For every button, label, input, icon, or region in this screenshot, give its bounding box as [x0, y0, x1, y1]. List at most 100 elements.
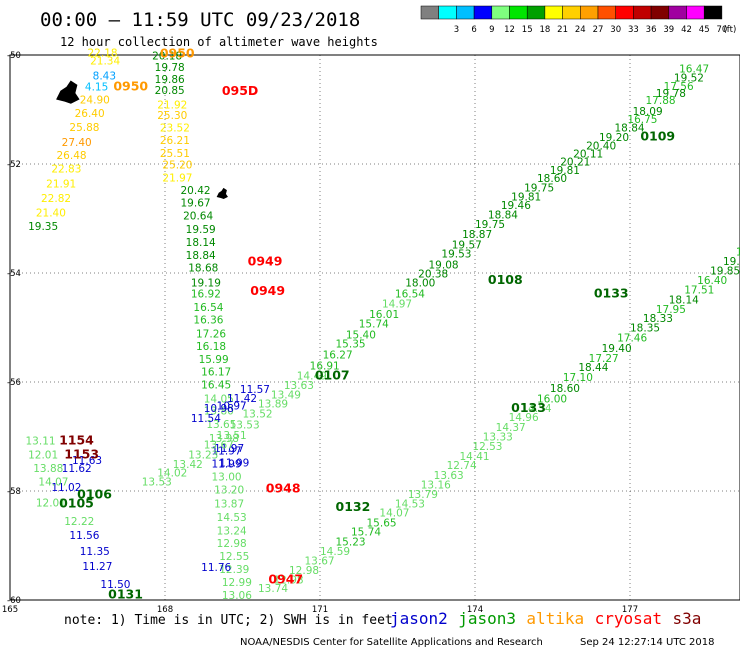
data-point-label: 19.40 — [602, 343, 632, 355]
data-point-label: 17.51 — [684, 285, 714, 297]
data-point-label: 11.02 — [51, 482, 81, 494]
time-label: 095D — [222, 83, 258, 98]
data-point-label: 13.33 — [483, 431, 513, 443]
x-tick-label: 171 — [312, 605, 328, 615]
data-point-label: 19.59 — [186, 224, 216, 236]
data-point-label: 18.14 — [186, 237, 216, 249]
data-point-label: 11.97 — [214, 443, 244, 455]
data-point-label: 13.06 — [222, 590, 252, 602]
data-point-label: 18.87 — [462, 229, 492, 241]
data-point-label: 18.84 — [488, 210, 518, 222]
data-point-label: 15.99 — [199, 354, 229, 366]
data-point-label: 17.26 — [196, 328, 226, 340]
time-label: 0108 — [488, 272, 523, 287]
time-label: 0133 — [594, 286, 629, 301]
data-point-label: 19.81 — [550, 165, 580, 177]
data-point-label: 21.34 — [90, 55, 120, 67]
data-point-label: 20.42 — [181, 185, 211, 197]
data-point-label: 14.37 — [496, 422, 526, 434]
data-point-label: 27.40 — [62, 137, 92, 149]
data-points: 22.1821.348.434.1524.9026.4025.8827.4026… — [26, 48, 740, 602]
legend-cryosat: cryosat — [595, 609, 662, 628]
footer-note: note: 1) Time is in UTC; 2) SWH is in fe… — [64, 613, 393, 628]
data-point-label: 26.48 — [57, 150, 87, 162]
data-point-label: 13.67 — [305, 556, 335, 568]
data-point-label: 17.56 — [664, 81, 694, 93]
colorbar-swatch — [420, 5, 439, 20]
data-point-label: 19.78 — [155, 62, 185, 74]
data-point-label: 13.24 — [217, 526, 247, 538]
legend: jason2 jason3 altika cryosat s3a — [390, 609, 701, 628]
time-label: 0131 — [108, 586, 143, 601]
data-point-label: 13.63 — [284, 380, 314, 392]
data-point-label: 26.21 — [160, 135, 190, 147]
data-point-label: 18.00 — [405, 278, 435, 290]
data-point-label: 13.80 — [204, 406, 234, 418]
data-point-label: 12.98 — [289, 565, 319, 577]
campbell-island — [216, 187, 228, 200]
data-point-label: 15.65 — [367, 517, 397, 529]
time-label: 0107 — [315, 367, 350, 382]
footer-generated: Sep 24 12:27:14 UTC 2018 — [580, 637, 714, 648]
data-point-label: 14.07 — [379, 508, 409, 520]
data-point-label: 10.97 — [217, 400, 247, 412]
y-tick-label: -54 — [7, 269, 21, 279]
data-point-label: 16.00 — [537, 394, 567, 406]
data-point-label: 18.33 — [643, 313, 673, 325]
data-point-label: 15.74 — [359, 319, 389, 331]
land — [56, 80, 228, 200]
data-point-label: 22.82 — [41, 193, 71, 205]
data-point-label: 8.43 — [93, 71, 116, 83]
colorbar-swatch — [473, 5, 493, 20]
colorbar-tick-label: 21 — [557, 25, 568, 35]
colorbar-tick-label: 12 — [504, 25, 515, 35]
data-point-label: 25.20 — [162, 159, 192, 171]
data-point-label: 15.74 — [351, 527, 381, 539]
y-tick-label: -56 — [7, 378, 21, 388]
y-tick-label: -52 — [7, 160, 21, 170]
legend-jason3: jason3 — [458, 609, 516, 628]
data-point-label: 11.63 — [72, 455, 102, 467]
data-point-label: 18.14 — [669, 295, 699, 307]
data-point-label: 13.51 — [217, 430, 247, 442]
data-point-label: 19.52 — [674, 73, 704, 85]
data-point-label: 13.11 — [26, 436, 56, 448]
data-point-label: 24.90 — [80, 95, 110, 107]
data-point-label: 12.98 — [274, 575, 304, 587]
colorbar-swatch — [562, 5, 581, 20]
data-point-label: 13.53 — [142, 477, 172, 489]
data-point-label: 14.97 — [382, 298, 412, 310]
data-point-label: 13.23 — [188, 449, 218, 461]
chart-title: 00:00 – 11:59 UTC 09/23/2018 — [40, 9, 360, 31]
data-point-label: 21.91 — [46, 178, 76, 190]
data-point-label: 10.98 — [204, 403, 234, 415]
data-point-label: 19.75 — [475, 219, 505, 231]
data-point-label: 14.96 — [509, 412, 539, 424]
data-point-label: 26.40 — [75, 108, 105, 120]
series-jason3: 16.4719.5217.5619.7817.8818.0916.7518.84… — [26, 63, 740, 594]
y-tick-label: -58 — [7, 487, 21, 497]
colorbar-tick-label: 70 — [716, 25, 727, 35]
colorbar-swatch — [491, 5, 510, 20]
footer-credit: NOAA/NESDIS Center for Satellite Applica… — [240, 637, 543, 648]
data-point-label: 13.88 — [33, 463, 63, 475]
data-point-label: 16.47 — [679, 63, 709, 75]
grid — [9, 54, 740, 601]
time-label: 1154 — [59, 433, 94, 448]
data-point-label: 19.57 — [452, 239, 482, 251]
colorbar-tick-label: 9 — [489, 25, 494, 35]
data-point-label: 16.36 — [193, 315, 223, 327]
time-label: 1153 — [64, 446, 99, 461]
data-point-label: 12.53 — [472, 441, 502, 453]
data-point-label: 14.41 — [460, 451, 490, 463]
data-point-label: 11.50 — [100, 579, 130, 591]
auckland-islands — [56, 80, 80, 104]
data-point-label: 19.53 — [441, 249, 471, 261]
data-point-label: 12.01 — [28, 449, 58, 461]
data-point-label: 19.85 — [710, 266, 740, 278]
data-point-label: 13.79 — [408, 489, 438, 501]
colorbar-tick-label: 27 — [593, 25, 604, 35]
data-point-label: 19.20 — [599, 132, 629, 144]
